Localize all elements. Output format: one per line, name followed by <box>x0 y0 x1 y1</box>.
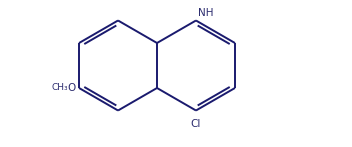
Text: CH₃: CH₃ <box>51 83 68 92</box>
Text: NH: NH <box>198 7 213 17</box>
Text: O: O <box>68 83 76 93</box>
Text: Cl: Cl <box>191 118 201 128</box>
